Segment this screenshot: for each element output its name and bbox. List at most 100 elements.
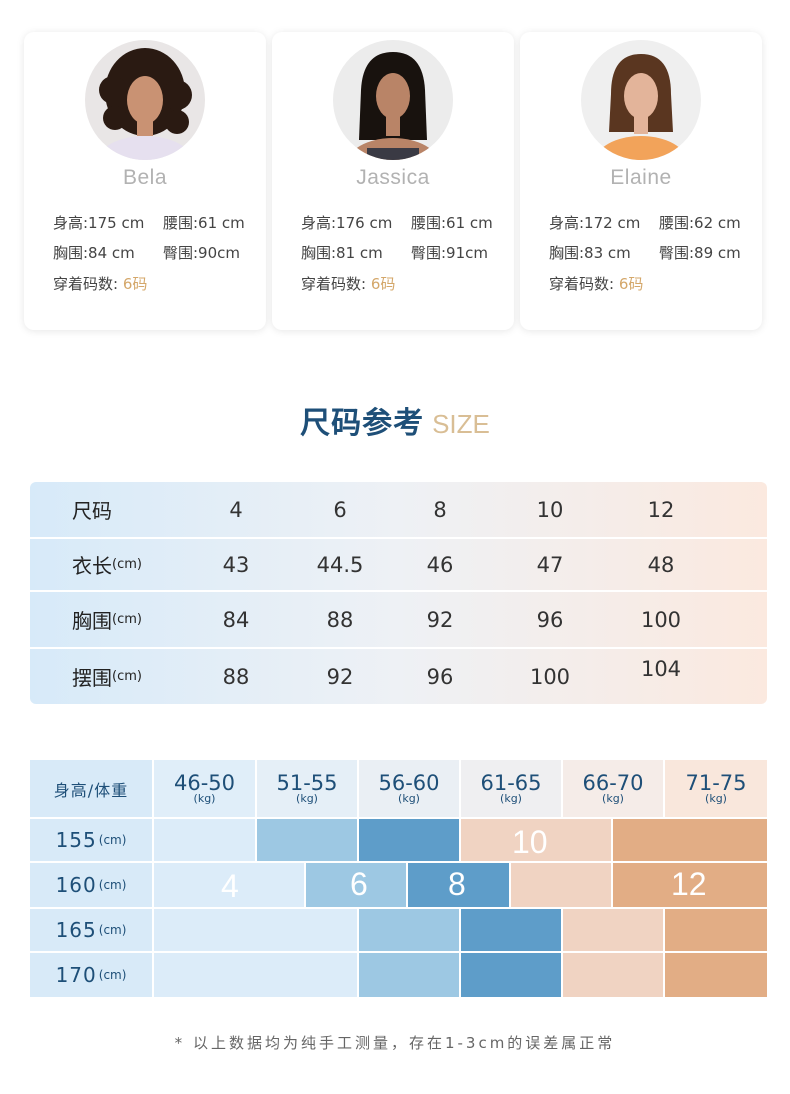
hip-stat: 臀围:90cm [163,244,240,262]
weight-unit: (kg) [296,791,318,805]
worn-size-label: 穿着码数: [549,275,615,293]
table-cell: 88 [222,664,250,689]
model-photo-jassica [333,40,453,160]
size6-block [257,819,357,861]
weight-header: 56-60 (kg) [359,760,459,817]
worn-size-label: 穿着码数: [53,275,119,293]
model-photo-bela [85,40,205,160]
table-cell: 88 [326,607,354,632]
worn-size-value: 6码 [618,275,644,293]
height-weight-chart: 身高/体重 46-50 (kg) 51-55 (kg) 56-60 (kg) 61-6… [30,760,767,997]
weight-unit: (kg) [602,791,624,805]
height-unit: (cm) [98,878,127,892]
size8-block [461,953,561,997]
height-unit: (cm) [98,968,127,982]
height-value: 155 [55,828,97,852]
row-label-unit: (cm) [112,669,142,684]
size-label-10: 10 [512,824,548,860]
weight-range: 71-75 [685,770,747,795]
height-value: 160 [55,873,97,897]
model-name: Elaine [610,166,672,189]
weight-unit: (kg) [705,791,727,805]
row-label: 摆围 (cm) [72,649,142,704]
size6-block [306,863,406,907]
table-row: 胸围 (cm) 84 88 92 96 100 [30,592,767,649]
weight-unit: (kg) [193,791,216,805]
table-row: 衣长 (cm) 43 44.5 46 47 48 [30,539,767,592]
height-stat: 身高:176 cm [301,214,393,232]
size6-block [359,953,459,997]
size10-block [563,953,663,997]
size12-block [613,863,767,907]
worn-size-value: 6码 [370,275,396,293]
weight-header: 61-65 (kg) [461,760,561,817]
size-label-6: 6 [350,866,368,902]
size6-block [359,909,459,951]
weight-header: 71-75 (kg) [665,760,767,817]
row-label: 胸围 (cm) [72,592,142,647]
model-photo-elaine [581,40,701,160]
row-label-unit: (cm) [112,557,142,572]
size12-block [665,909,767,951]
avatar [333,40,453,160]
weight-header: 51-55 (kg) [257,760,357,817]
size-col-header: 6 [333,497,347,522]
weight-unit: (kg) [500,791,522,805]
row-label-text: 摆围 [72,666,112,690]
row-label-unit: (cm) [112,612,142,627]
weight-range: 51-55 [276,770,338,795]
row-label-text: 胸围 [72,609,112,633]
height-unit: (cm) [98,923,127,937]
model-card-bela: Bela 身高:175 cm 腰围:61 cm 胸围:84 cm 臀围:90cm… [24,32,266,330]
table-cell: 96 [536,607,564,632]
table-cell: 92 [426,607,454,632]
table-cell: 46 [426,552,454,577]
size-label-8: 8 [448,866,466,902]
waist-stat: 腰围:61 cm [411,214,493,232]
size12-block [613,819,767,861]
worn-size-label: 穿着码数: [301,275,367,293]
hw-corner-label: 身高/体重 [30,760,152,817]
size12-block [665,953,767,997]
size8-block [408,863,509,907]
size8-block [359,819,459,861]
size10-block [511,863,611,907]
weight-header: 66-70 (kg) [563,760,663,817]
height-stat: 身高:172 cm [549,214,641,232]
size-table-header: 尺码 4 6 8 10 12 [30,482,767,539]
section-title-en: SIZE [432,409,490,439]
table-cell: 100 [640,607,682,632]
table-cell: 47 [536,552,564,577]
model-name: Bela [122,166,168,189]
row-label: 衣长 (cm) [72,539,142,590]
avatar [581,40,701,160]
model-card-jassica: Jassica 身高:176 cm 腰围:61 cm 胸围:81 cm 臀围:9… [272,32,514,330]
size-col-header: 8 [433,497,447,522]
weight-range: 46-50 [173,770,236,795]
weight-header: 46-50 (kg) [154,760,255,817]
weight-range: 56-60 [378,770,440,795]
hw-corner-text: 身高/体重 [53,780,129,800]
table-cell: 43 [222,552,250,577]
worn-size-value: 6码 [122,275,148,293]
height-label: 165 (cm) [30,909,152,951]
size-label-4: 4 [221,868,239,904]
weight-range: 66-70 [582,770,644,795]
height-label: 170 (cm) [30,953,152,997]
worn-size-stat: 穿着码数: 6码 [53,273,147,294]
table-cell: 48 [647,552,675,577]
table-cell: 44.5 [316,552,364,577]
height-value: 165 [55,918,97,942]
footnote: * 以上数据均为纯手工测量，存在1-3cm的误差属正常 [174,1034,616,1052]
table-row: 摆围 (cm) 88 92 96 100 104 [30,649,767,704]
worn-size-stat: 穿着码数: 6码 [549,273,643,294]
weight-range: 61-65 [480,770,542,795]
weight-unit: (kg) [398,791,420,805]
table-cell: 84 [222,607,250,632]
size10-block [461,819,611,861]
height-unit: (cm) [98,833,127,847]
model-card-elaine: Elaine 身高:172 cm 腰围:62 cm 胸围:83 cm 臀围:89… [520,32,762,330]
size-col-header: 12 [647,497,675,522]
chest-stat: 胸围:84 cm [53,244,135,262]
chest-stat: 胸围:81 cm [301,244,383,262]
